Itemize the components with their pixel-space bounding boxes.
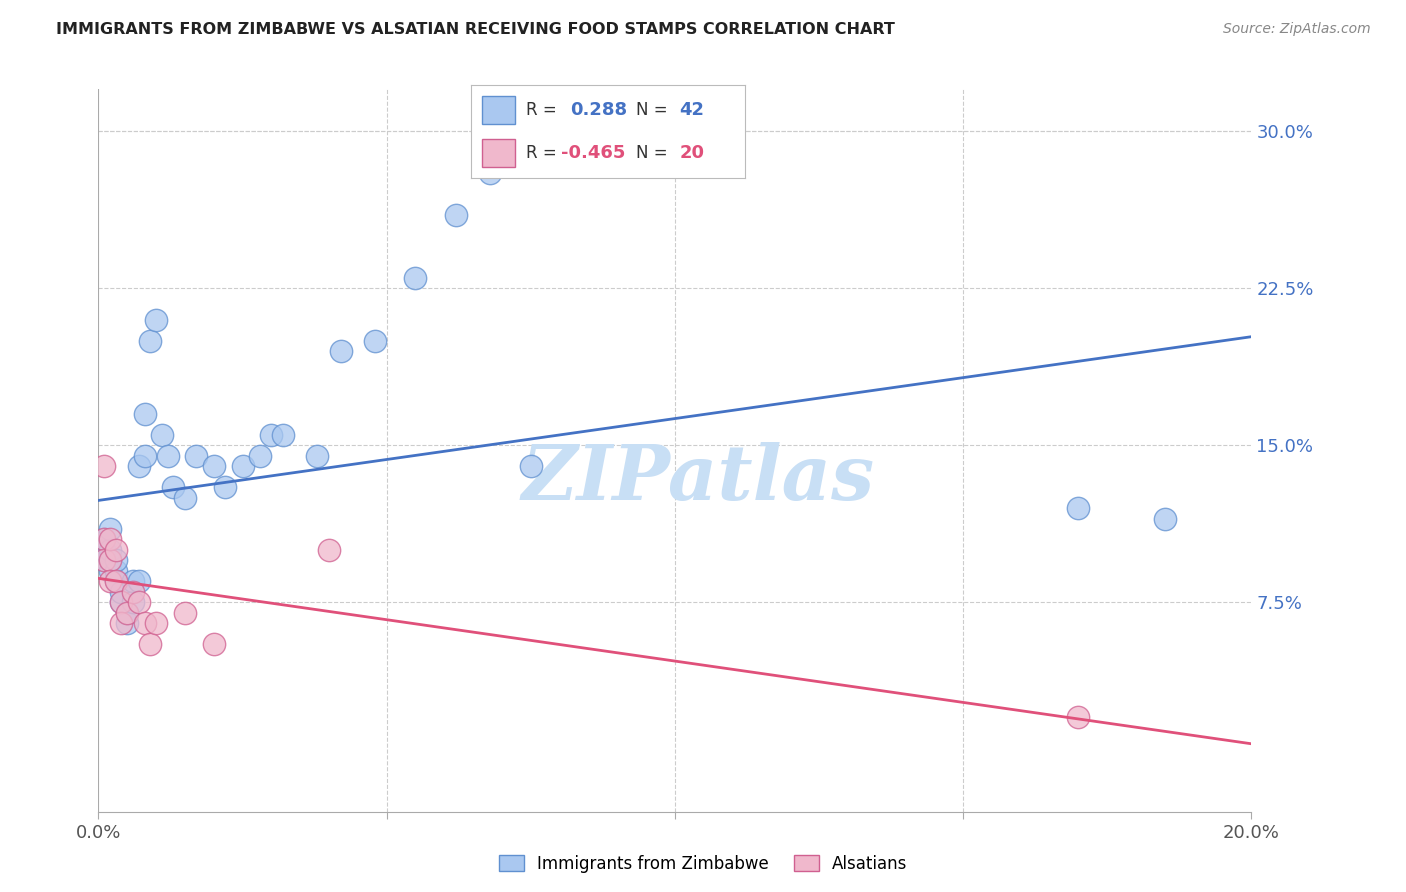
Point <box>145 616 167 631</box>
Point <box>260 427 283 442</box>
Point <box>93 459 115 474</box>
Text: ZIPatlas: ZIPatlas <box>522 442 875 516</box>
Point <box>134 616 156 631</box>
Point <box>134 449 156 463</box>
Text: R =: R = <box>526 101 567 119</box>
Point <box>139 334 162 348</box>
Text: -0.465: -0.465 <box>561 145 626 162</box>
Point <box>231 459 254 474</box>
Point <box>98 564 121 578</box>
Point <box>520 459 543 474</box>
Point <box>117 606 139 620</box>
Text: R =: R = <box>526 145 562 162</box>
Point <box>1154 511 1177 525</box>
Point <box>271 427 294 442</box>
Point <box>110 616 132 631</box>
Point <box>98 553 121 567</box>
Point <box>479 166 502 180</box>
Point <box>405 270 427 285</box>
Point <box>174 491 197 505</box>
Text: Source: ZipAtlas.com: Source: ZipAtlas.com <box>1223 22 1371 37</box>
Point <box>93 553 115 567</box>
Point <box>98 574 121 589</box>
Point <box>110 595 132 609</box>
Point <box>128 459 150 474</box>
Point <box>104 574 127 589</box>
Point <box>249 449 271 463</box>
Legend: Immigrants from Zimbabwe, Alsatians: Immigrants from Zimbabwe, Alsatians <box>492 848 914 880</box>
Point <box>162 480 184 494</box>
Point <box>117 616 139 631</box>
Point <box>104 564 127 578</box>
Point <box>122 595 145 609</box>
Point <box>110 595 132 609</box>
Text: N =: N = <box>636 145 672 162</box>
Text: 0.288: 0.288 <box>569 101 627 119</box>
Point <box>307 449 329 463</box>
FancyBboxPatch shape <box>482 139 515 167</box>
Point <box>139 637 162 651</box>
Point <box>104 553 127 567</box>
Text: 42: 42 <box>679 101 704 119</box>
Point <box>1067 501 1090 516</box>
Point <box>145 312 167 326</box>
Point <box>444 208 467 222</box>
Point <box>364 334 387 348</box>
Point <box>98 543 121 558</box>
Point <box>318 543 340 558</box>
Point <box>329 343 352 358</box>
FancyBboxPatch shape <box>482 96 515 124</box>
Point <box>134 407 156 421</box>
Point <box>128 595 150 609</box>
Point <box>98 533 121 547</box>
Point <box>93 533 115 547</box>
Point <box>93 553 115 567</box>
Point <box>202 637 225 651</box>
Point <box>214 480 236 494</box>
Point <box>104 543 127 558</box>
Point <box>156 449 179 463</box>
Point <box>122 574 145 589</box>
Text: IMMIGRANTS FROM ZIMBABWE VS ALSATIAN RECEIVING FOOD STAMPS CORRELATION CHART: IMMIGRANTS FROM ZIMBABWE VS ALSATIAN REC… <box>56 22 896 37</box>
Point <box>93 533 115 547</box>
Point <box>110 584 132 599</box>
Point <box>1067 710 1090 724</box>
Point <box>186 449 208 463</box>
Point <box>98 553 121 567</box>
Point <box>117 606 139 620</box>
Point <box>202 459 225 474</box>
Point <box>93 543 115 558</box>
Point <box>98 522 121 536</box>
Text: 20: 20 <box>679 145 704 162</box>
Text: N =: N = <box>636 101 672 119</box>
Point <box>104 574 127 589</box>
Point <box>122 584 145 599</box>
Point <box>150 427 173 442</box>
Point <box>128 574 150 589</box>
Point <box>174 606 197 620</box>
